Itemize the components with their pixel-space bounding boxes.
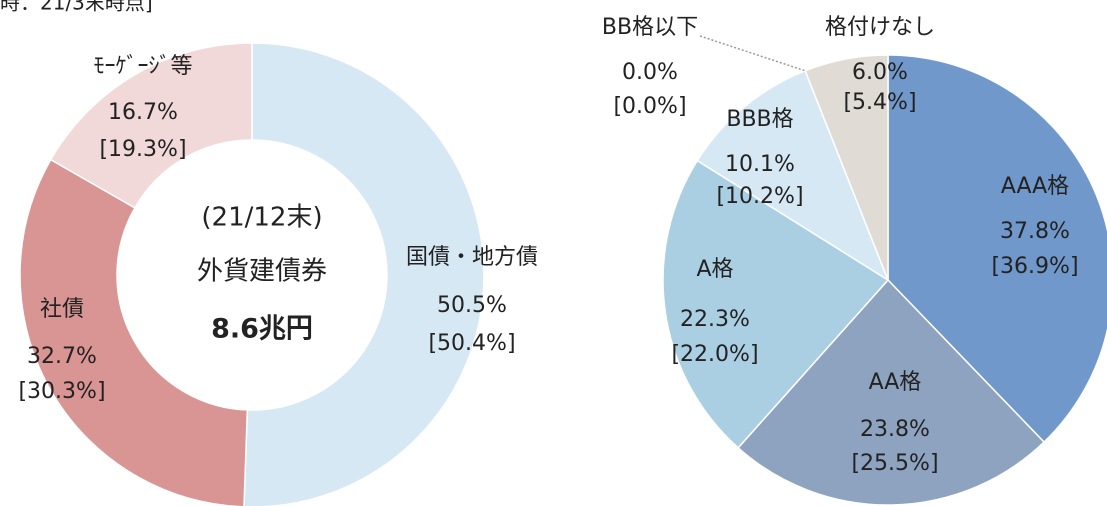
leader-line bbox=[699, 35, 806, 72]
center-text: 外貨建債券 bbox=[197, 257, 327, 287]
pie-slice bbox=[804, 54, 889, 281]
category-label: AAA格 bbox=[1001, 174, 1069, 199]
pie-slice bbox=[887, 54, 1107, 444]
value-label: 6.0% bbox=[852, 60, 908, 85]
prior-label: [30.3%] bbox=[18, 379, 105, 404]
prior-label: [19.3%] bbox=[99, 137, 186, 162]
value-label: 50.5% bbox=[437, 293, 507, 318]
note: 時：21/3末時点] bbox=[0, 0, 153, 15]
category-label: 国債・地方債 bbox=[406, 245, 538, 270]
center-text: 8.6兆円 bbox=[211, 314, 313, 345]
slices bbox=[662, 54, 1107, 506]
value-label: 0.0% bbox=[622, 60, 678, 85]
pie-slice bbox=[662, 159, 890, 449]
value-label: 37.8% bbox=[1000, 219, 1070, 244]
pie-slice bbox=[737, 278, 1046, 506]
prior-label: [22.0%] bbox=[671, 342, 758, 367]
value-label: 23.8% bbox=[860, 417, 930, 442]
value-label: 16.7% bbox=[108, 100, 178, 125]
category-label: 社債 bbox=[40, 297, 84, 322]
prior-label: [10.2%] bbox=[716, 184, 803, 209]
category-label: A格 bbox=[696, 257, 733, 282]
prior-label: [25.5%] bbox=[851, 451, 938, 476]
pie-slice bbox=[696, 69, 890, 282]
value-label: 10.1% bbox=[725, 152, 795, 177]
value-label: 32.7% bbox=[27, 344, 97, 369]
category-label: 格付けなし bbox=[825, 15, 935, 40]
donut-slice bbox=[19, 158, 249, 506]
donut-slice bbox=[49, 42, 253, 209]
prior-label: [50.4%] bbox=[428, 331, 515, 356]
value-label: 22.3% bbox=[680, 307, 750, 332]
category-label: ﾓｰｹﾞｰｼﾞ等 bbox=[93, 54, 192, 79]
prior-label: [5.4%] bbox=[843, 90, 916, 115]
prior-label: [0.0%] bbox=[613, 94, 686, 119]
center-text: (21/12末) bbox=[201, 203, 322, 233]
category-label: AA格 bbox=[869, 370, 922, 395]
donut-slice bbox=[243, 42, 485, 506]
slices bbox=[19, 42, 485, 506]
prior-label: [36.9%] bbox=[991, 254, 1078, 279]
category-label: BB格以下 bbox=[602, 15, 698, 40]
category-label: BBB格 bbox=[726, 107, 793, 132]
